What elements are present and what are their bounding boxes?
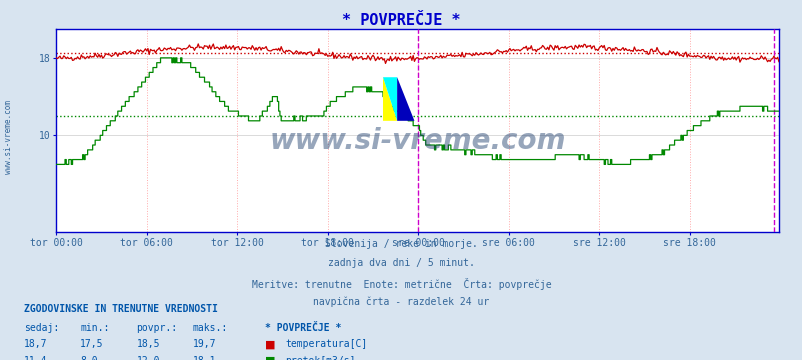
Text: zadnja dva dni / 5 minut.: zadnja dva dni / 5 minut. [328,258,474,269]
Polygon shape [397,77,414,121]
Text: temperatura[C]: temperatura[C] [285,339,367,350]
Text: povpr.:: povpr.: [136,323,177,333]
Text: maks.:: maks.: [192,323,228,333]
Text: * POVPREČJE *: * POVPREČJE * [342,13,460,28]
Text: 18,1: 18,1 [192,356,216,360]
Text: ■: ■ [265,339,275,350]
Text: Meritve: trenutne  Enote: metrične  Črta: povprečje: Meritve: trenutne Enote: metrične Črta: … [251,278,551,289]
Polygon shape [383,77,397,121]
Text: ZGODOVINSKE IN TRENUTNE VREDNOSTI: ZGODOVINSKE IN TRENUTNE VREDNOSTI [24,304,217,314]
Text: 18,5: 18,5 [136,339,160,350]
Text: 11,4: 11,4 [24,356,47,360]
Text: * POVPREČJE *: * POVPREČJE * [265,323,341,333]
Text: Slovenija / reke in morje.: Slovenija / reke in morje. [325,239,477,249]
Text: www.si-vreme.com: www.si-vreme.com [269,127,565,155]
Text: ■: ■ [265,356,275,360]
Text: 17,5: 17,5 [80,339,103,350]
Text: 12,0: 12,0 [136,356,160,360]
Polygon shape [383,77,397,121]
Text: 19,7: 19,7 [192,339,216,350]
Text: www.si-vreme.com: www.si-vreme.com [4,100,13,174]
Text: sedaj:: sedaj: [24,323,59,333]
Text: pretok[m3/s]: pretok[m3/s] [285,356,355,360]
Text: 8,0: 8,0 [80,356,98,360]
Text: navpična črta - razdelek 24 ur: navpična črta - razdelek 24 ur [313,297,489,307]
Text: 18,7: 18,7 [24,339,47,350]
Text: min.:: min.: [80,323,110,333]
